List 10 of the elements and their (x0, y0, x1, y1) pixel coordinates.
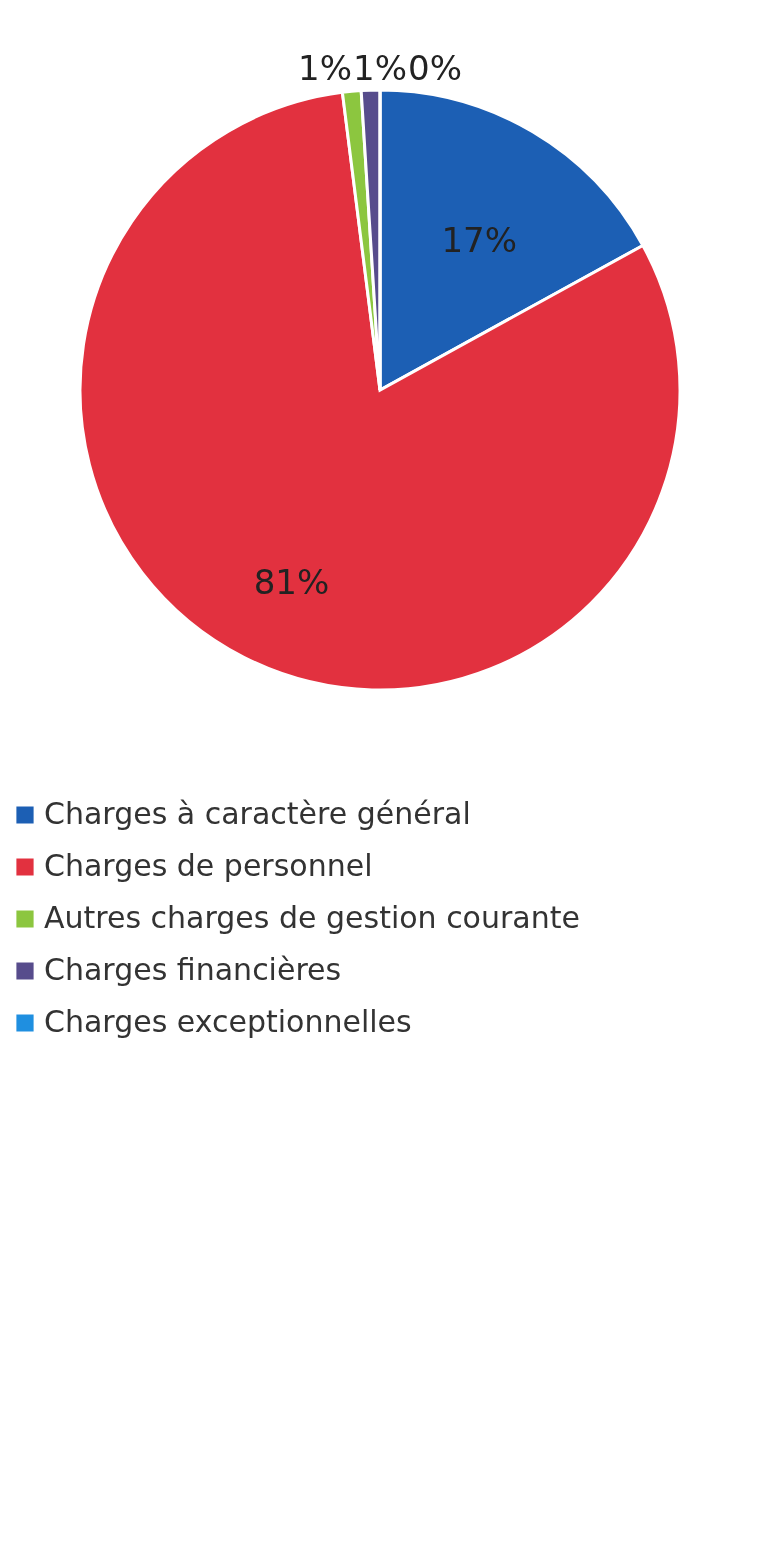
legend-label: Charges financières (44, 952, 342, 987)
data-label: 1% (298, 48, 352, 88)
legend-label: Charges de personnel (44, 848, 373, 883)
data-label: 1% (353, 48, 407, 88)
legend-label: Charges exceptionnelles (44, 1004, 412, 1039)
data-label: 17% (441, 220, 518, 261)
legend-label: Charges à caractère général (44, 796, 471, 831)
text: 0% (408, 48, 462, 88)
legend-label: Autres charges de gestion courante (44, 900, 580, 935)
data-label: 81% (253, 561, 330, 602)
